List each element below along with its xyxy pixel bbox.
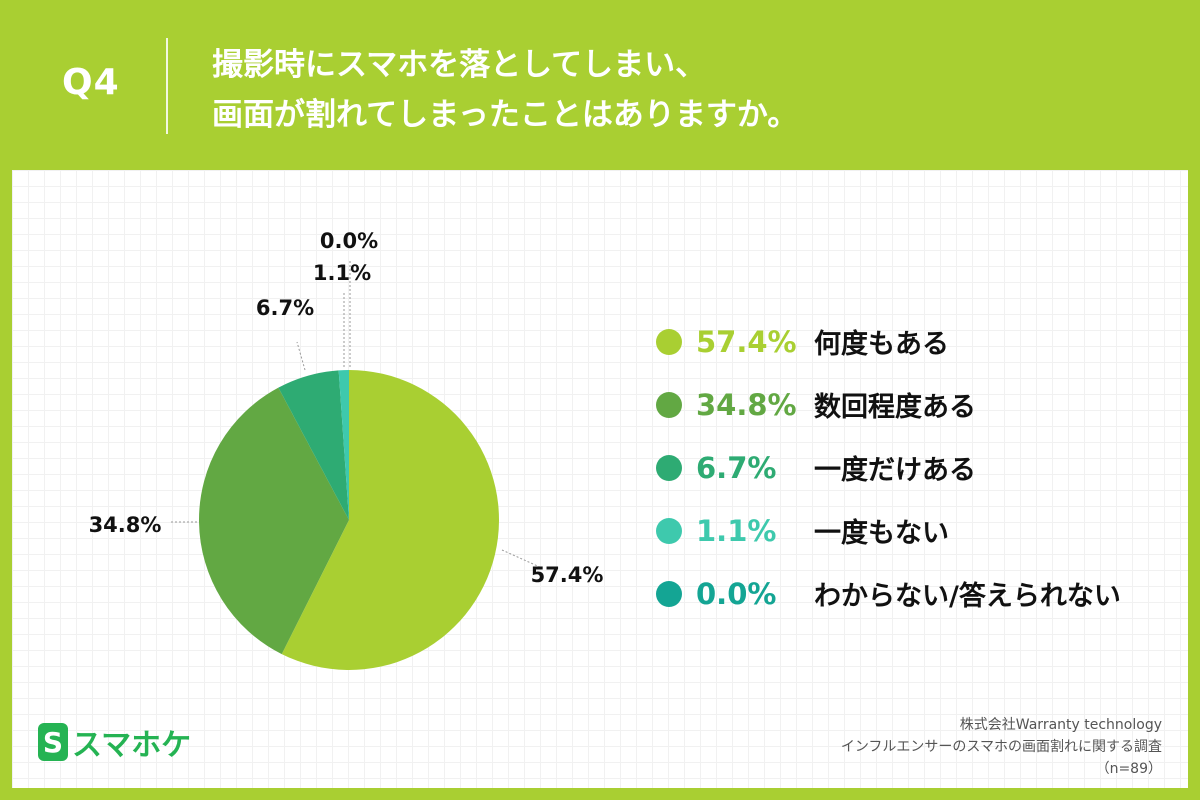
header: Q4 撮影時にスマホを落としてしまい、 画面が割れてしまったことはありますか。 xyxy=(0,0,1200,170)
legend-dot xyxy=(656,517,682,544)
legend-percent: 6.7% xyxy=(696,450,777,485)
legend-dot xyxy=(656,454,682,481)
legend-dot xyxy=(656,328,682,355)
legend-item: 1.1% 一度もない xyxy=(654,499,1121,562)
leader-line xyxy=(501,549,543,569)
legend-label: 一度だけある xyxy=(814,455,976,486)
leader-line xyxy=(296,341,306,371)
header-divider xyxy=(166,38,168,134)
source-company: 株式会社Warranty technology xyxy=(959,717,1162,733)
pie-slice xyxy=(281,370,500,670)
data-label: 0.0% xyxy=(320,229,378,253)
source-note: 株式会社Warranty technology インフルエンサーのスマホの画面割… xyxy=(841,714,1162,780)
data-label: 6.7% xyxy=(256,296,314,320)
chart-panel: 57.4% 34.8% 6.7% 1.1% 0.0% 57.4% 何度もある 34.8%… xyxy=(12,170,1188,788)
legend-item: 34.8% 数回程度ある xyxy=(654,373,1121,436)
data-label: 57.4% xyxy=(531,563,604,587)
pie-slice xyxy=(199,387,349,655)
legend-percent: 57.4% xyxy=(696,324,797,359)
data-label: 1.1% xyxy=(313,261,371,285)
legend-item: 0.0% わからない/答えられない xyxy=(654,562,1121,625)
legend-dot xyxy=(656,391,682,418)
source-sample-size: （n=89） xyxy=(1095,761,1162,777)
legend-label: 一度もない xyxy=(814,518,949,549)
pie-chart: 57.4% 34.8% 6.7% 1.1% 0.0% xyxy=(89,229,604,670)
question-line-2: 画面が割れてしまったことはありますか。 xyxy=(212,97,799,133)
logo-text: スマホケ xyxy=(72,728,192,763)
question-text: 撮影時にスマホを落としてしまい、 画面が割れてしまったことはありますか。 xyxy=(212,40,798,140)
legend-item: 57.4% 何度もある xyxy=(654,310,1121,373)
legend-dot xyxy=(656,580,682,607)
legend-label: わからない/答えられない xyxy=(814,581,1121,612)
source-survey: インフルエンサーのスマホの画面割れに関する調査 xyxy=(840,739,1162,755)
legend-percent: 1.1% xyxy=(696,513,777,548)
logo-badge-icon: S xyxy=(38,723,68,761)
legend-label: 何度もある xyxy=(814,329,949,360)
legend-item: 6.7% 一度だけある xyxy=(654,436,1121,499)
legend-percent: 0.0% xyxy=(696,576,777,611)
legend-percent: 34.8% xyxy=(696,387,797,422)
pie-slice xyxy=(338,370,349,520)
legend: 57.4% 何度もある 34.8% 数回程度ある 6.7% 一度だけある 1.1… xyxy=(654,310,1121,625)
legend-label: 数回程度ある xyxy=(814,392,976,423)
question-line-1: 撮影時にスマホを落としてしまい、 xyxy=(212,47,707,83)
data-label: 34.8% xyxy=(89,513,162,537)
sumahoke-logo: S スマホケ xyxy=(38,720,191,764)
question-number: Q4 xyxy=(62,62,120,103)
pie-slice xyxy=(278,370,349,520)
